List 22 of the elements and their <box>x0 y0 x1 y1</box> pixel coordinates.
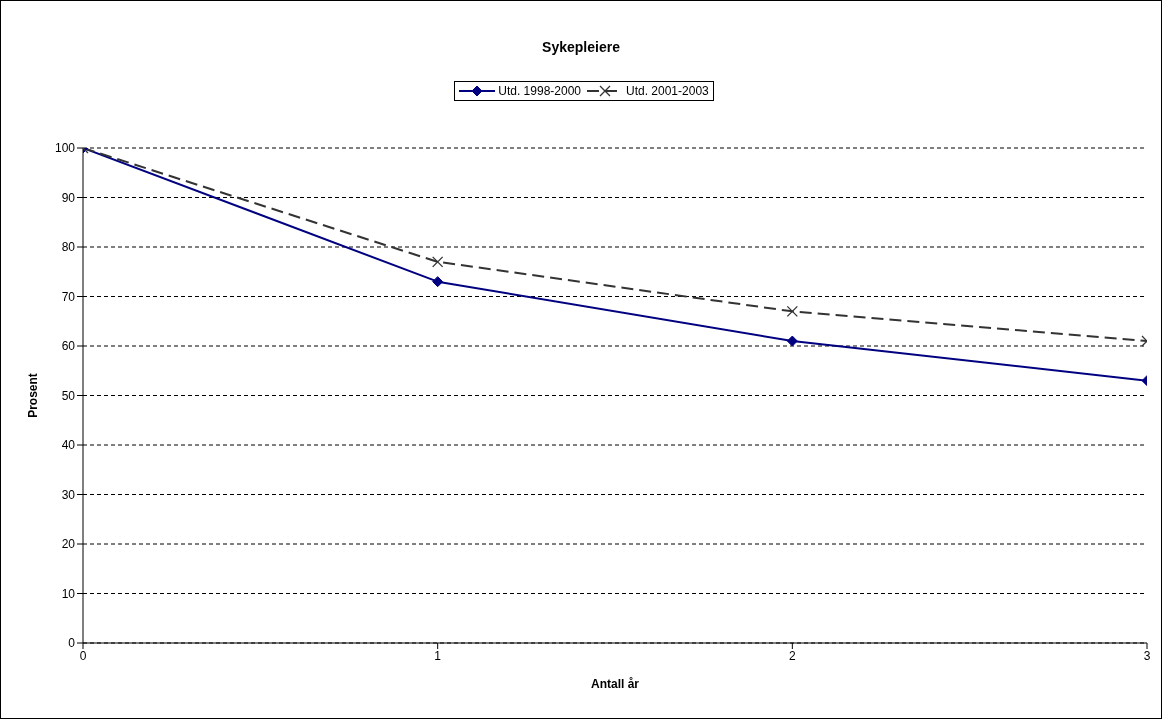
y-tick-label: 70 <box>61 289 76 304</box>
y-axis-title: Prosent <box>26 373 41 418</box>
x-tick-label: 1 <box>434 648 442 663</box>
point <box>786 305 798 317</box>
x-tick-label: 0 <box>79 648 87 663</box>
x-axis-title: Antall år <box>590 677 640 691</box>
y-tick-label: 100 <box>54 141 76 156</box>
y-tick-label: 90 <box>61 190 76 205</box>
chart-title: Sykepleiere <box>541 39 621 55</box>
legend-label: Utd. 1998-2000 <box>498 84 581 98</box>
y-tick-label: 0 <box>68 636 76 651</box>
y-tick-label: 40 <box>61 438 76 453</box>
y-tick-label: 60 <box>61 339 76 354</box>
y-tick-label: 80 <box>61 240 76 255</box>
x-tick-label: 3 <box>1143 648 1151 663</box>
legend-label: Utd. 2001-2003 <box>626 84 709 98</box>
y-tick-label: 30 <box>61 487 76 502</box>
y-tick-label: 20 <box>61 537 76 552</box>
y-tick-label: 50 <box>61 388 76 403</box>
x-tick-label: 2 <box>788 648 796 663</box>
y-tick-label: 10 <box>61 586 76 601</box>
point <box>432 256 444 268</box>
